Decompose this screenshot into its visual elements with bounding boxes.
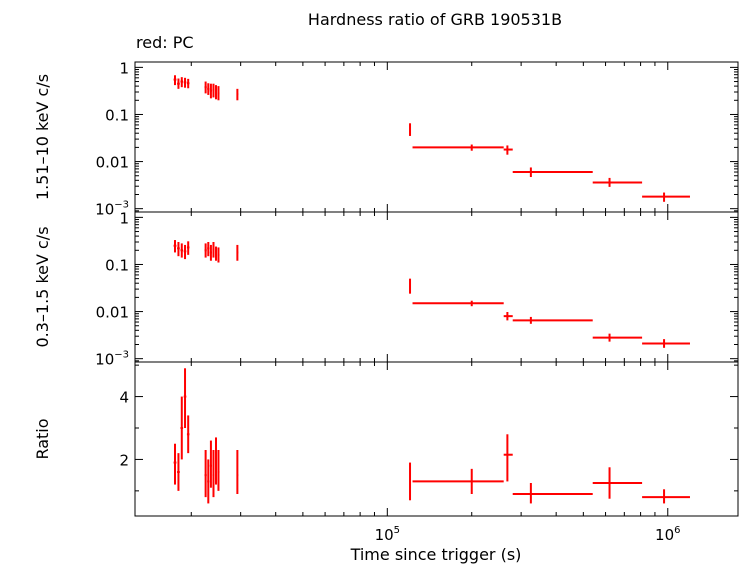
data-point bbox=[183, 77, 187, 88]
y-tick-label: 2 bbox=[119, 451, 129, 469]
data-point bbox=[217, 86, 220, 101]
y-axis-label-soft: 0.3–1.5 keV c/s bbox=[33, 226, 52, 347]
data-point bbox=[212, 241, 215, 258]
data-point bbox=[212, 83, 215, 98]
data-point bbox=[209, 244, 212, 261]
chart-subtitle: red: PC bbox=[136, 33, 194, 52]
data-point bbox=[180, 243, 184, 258]
data-point bbox=[173, 240, 177, 253]
data-point bbox=[592, 333, 643, 342]
data-point bbox=[512, 167, 593, 178]
data-point bbox=[204, 81, 207, 94]
data-point bbox=[214, 246, 217, 261]
data-point bbox=[503, 145, 513, 155]
x-axis-label: Time since trigger (s) bbox=[350, 545, 522, 564]
y-tick-label: 0.01 bbox=[96, 304, 129, 322]
data-point bbox=[209, 440, 212, 488]
data-point bbox=[412, 468, 504, 494]
y-tick-label: 0.1 bbox=[105, 256, 129, 274]
data-point bbox=[204, 450, 207, 498]
panel-frame bbox=[134, 211, 739, 363]
chart-panels: 1 0.1 0.01 10−3 1.51–10 keV c/s 1 0.1 0.01 10−3 0… bbox=[33, 59, 739, 544]
data-point bbox=[214, 85, 217, 100]
data-point bbox=[186, 78, 190, 89]
data-point bbox=[412, 144, 504, 151]
data-point bbox=[173, 75, 177, 86]
data-point bbox=[177, 453, 180, 491]
data-point bbox=[236, 244, 239, 261]
y-axis-label-ratio: Ratio bbox=[33, 418, 52, 459]
panel-hard: 1 0.1 0.01 10−3 1.51–10 keV c/s bbox=[33, 59, 739, 219]
data-point bbox=[512, 316, 593, 324]
data-point bbox=[217, 450, 220, 491]
panel-ratio: 2 4 Ratio bbox=[33, 361, 739, 517]
data-point bbox=[207, 83, 210, 95]
data-point bbox=[204, 243, 207, 258]
data-point bbox=[212, 450, 215, 498]
y-axis-label-hard: 1.51–10 keV c/s bbox=[33, 74, 52, 200]
x-tick-label: 106 bbox=[655, 525, 680, 544]
y-tick-label: 4 bbox=[119, 389, 129, 407]
y-tick-label: 1 bbox=[119, 59, 129, 77]
data-point bbox=[207, 459, 210, 504]
panel-frame bbox=[134, 361, 739, 517]
data-point bbox=[642, 339, 690, 348]
data-point bbox=[180, 77, 184, 88]
data-point bbox=[186, 415, 190, 454]
x-tick-label: 105 bbox=[375, 525, 400, 544]
y-tick-label: 10−3 bbox=[95, 350, 129, 369]
data-point bbox=[503, 311, 513, 321]
data-point bbox=[236, 450, 239, 494]
data-point bbox=[209, 83, 212, 99]
chart-title: Hardness ratio of GRB 190531B bbox=[308, 10, 562, 29]
data-point bbox=[173, 443, 177, 485]
panel-soft: 1 0.1 0.01 10−3 0.3–1.5 keV c/s bbox=[33, 209, 739, 369]
data-point bbox=[512, 483, 593, 504]
data-point bbox=[412, 300, 504, 307]
data-point bbox=[642, 192, 690, 202]
data-point bbox=[207, 241, 210, 257]
data-point bbox=[183, 244, 187, 260]
panel-frame bbox=[134, 61, 739, 213]
data-point bbox=[409, 123, 412, 136]
y-tick-label: 0.01 bbox=[96, 154, 129, 172]
data-point bbox=[183, 368, 187, 428]
y-tick-label: 1 bbox=[119, 209, 129, 227]
data-point bbox=[592, 467, 643, 499]
data-point bbox=[592, 177, 643, 187]
data-point bbox=[503, 434, 513, 482]
data-point bbox=[180, 396, 184, 460]
y-tick-label: 0.1 bbox=[105, 106, 129, 124]
data-point bbox=[642, 489, 690, 504]
data-point bbox=[214, 437, 217, 485]
data-point bbox=[236, 88, 239, 101]
y-tick-label: 10−3 bbox=[95, 200, 129, 219]
data-point bbox=[177, 78, 180, 89]
data-point bbox=[177, 241, 180, 257]
data-point bbox=[409, 278, 412, 294]
data-point bbox=[217, 247, 220, 263]
data-point bbox=[186, 241, 190, 255]
data-point bbox=[409, 462, 412, 501]
